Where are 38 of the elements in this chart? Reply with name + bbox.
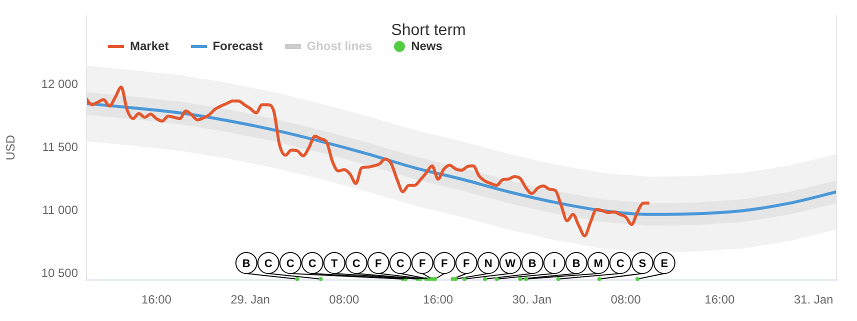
- y-tick-label: 11 000: [42, 202, 78, 217]
- x-tick-label: 08:00: [610, 292, 642, 307]
- data-label: F: [419, 258, 426, 270]
- y-axis-title: USD: [4, 134, 18, 160]
- data-label: B: [572, 258, 580, 270]
- data-label: E: [660, 258, 668, 270]
- x-tick-label: 30. Jan: [512, 292, 552, 307]
- data-label: B: [528, 258, 536, 270]
- data-label: C: [264, 258, 272, 270]
- data-label: N: [484, 258, 492, 270]
- data-label: I: [552, 258, 556, 270]
- data-label: M: [594, 258, 603, 270]
- data-label: W: [505, 258, 516, 270]
- legend-label: Forecast: [212, 39, 263, 53]
- data-label: F: [441, 258, 448, 270]
- data-label: C: [616, 258, 624, 270]
- y-tick-label: 12 000: [41, 76, 78, 91]
- x-tick-label: 31. Jan: [794, 292, 834, 307]
- x-tick-label: 16:00: [704, 292, 735, 307]
- data-label: C: [396, 258, 404, 270]
- data-label: F: [375, 258, 382, 270]
- data-label: S: [638, 258, 646, 270]
- line-series: [86, 86, 651, 238]
- y-tick-label: 10 500: [41, 266, 78, 280]
- x-tick-label: 16:00: [423, 292, 454, 307]
- legend-label: Market: [130, 39, 169, 53]
- x-tick-label: 08:00: [329, 292, 360, 307]
- data-label: C: [308, 258, 316, 270]
- data-label: F: [463, 258, 470, 270]
- x-tick-label: 16:00: [141, 292, 172, 307]
- data-label: C: [352, 258, 360, 270]
- data-label: B: [242, 258, 250, 270]
- legend-label: News: [411, 39, 442, 53]
- chart-title: Short term: [390, 22, 467, 40]
- data-label: T: [331, 258, 338, 270]
- y-tick-label: 11 500: [42, 140, 78, 154]
- data-label: C: [286, 258, 294, 270]
- x-tick-label: 29. Jan: [230, 292, 270, 307]
